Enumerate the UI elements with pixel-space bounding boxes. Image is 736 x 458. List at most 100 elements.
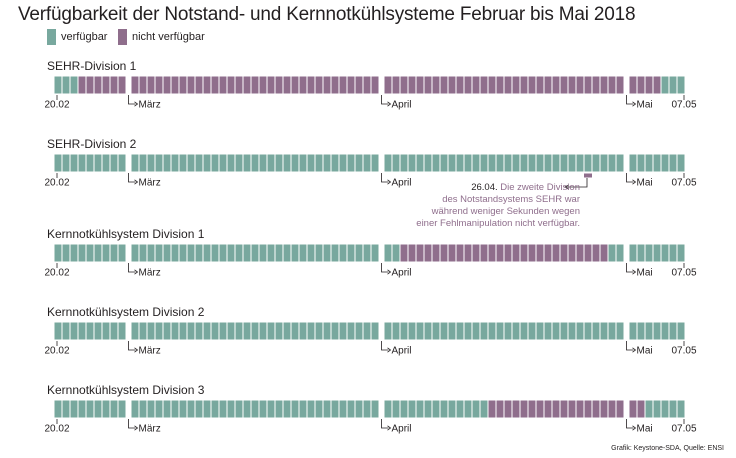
day-cell — [479, 75, 489, 95]
day-cell — [117, 153, 127, 173]
day-cell — [61, 399, 71, 419]
day-cell — [431, 153, 441, 173]
day-cell — [117, 399, 127, 419]
day-cell — [543, 243, 553, 263]
day-cell — [346, 321, 356, 341]
day-cell — [53, 399, 63, 419]
day-cell — [559, 321, 569, 341]
day-cell — [250, 75, 260, 95]
day-cell — [274, 75, 284, 95]
day-cell — [439, 321, 449, 341]
day-cell — [298, 243, 308, 263]
month-arrow — [128, 419, 136, 429]
day-cell — [668, 153, 678, 173]
day-cell — [535, 153, 545, 173]
day-cell — [77, 321, 87, 341]
day-cell — [668, 399, 678, 419]
day-cell — [194, 321, 204, 341]
day-cell — [503, 75, 513, 95]
tick-label-maerz: März — [139, 424, 161, 435]
day-cell — [266, 153, 276, 173]
legend-swatch-unavailable — [118, 29, 127, 45]
day-cell — [250, 153, 260, 173]
tick-label-07-05: 07.05 — [671, 346, 696, 357]
legend-label-available: verfügbar — [61, 31, 108, 43]
day-cell — [495, 153, 505, 173]
month-arrowhead — [632, 425, 637, 431]
day-cell — [535, 75, 545, 95]
day-cell — [218, 243, 228, 263]
month-arrow — [381, 341, 389, 351]
day-cell — [559, 399, 569, 419]
day-cell — [242, 243, 252, 263]
day-cell — [93, 399, 103, 419]
day-cell — [487, 75, 497, 95]
day-cell — [511, 153, 521, 173]
day-cell — [322, 399, 332, 419]
day-cell — [471, 153, 481, 173]
day-cell — [591, 75, 601, 95]
day-cell — [503, 321, 513, 341]
day-cell — [431, 399, 441, 419]
tick-label-mai: Mai — [637, 100, 653, 111]
day-cell — [391, 243, 401, 263]
month-arrow — [626, 263, 634, 273]
day-cell — [644, 399, 654, 419]
day-cell — [346, 75, 356, 95]
day-cell — [61, 321, 71, 341]
day-cell — [290, 75, 300, 95]
day-cell — [298, 153, 308, 173]
day-cell — [383, 75, 393, 95]
day-cell — [194, 75, 204, 95]
day-cell — [463, 243, 473, 263]
day-cell — [69, 399, 79, 419]
month-arrowhead — [134, 347, 139, 353]
day-cell — [218, 399, 228, 419]
day-cell — [463, 321, 473, 341]
legend-item-available: verfügbar — [47, 29, 107, 45]
day-cell — [551, 243, 561, 263]
tick-label-april: April — [392, 424, 412, 435]
day-cell — [234, 75, 244, 95]
day-cell — [146, 153, 156, 173]
day-cell — [399, 321, 409, 341]
day-cell — [234, 243, 244, 263]
day-cell — [101, 321, 111, 341]
day-cell — [61, 153, 71, 173]
day-cell — [226, 399, 236, 419]
day-cell — [383, 321, 393, 341]
day-cell — [109, 153, 119, 173]
day-cell — [130, 243, 140, 263]
day-cell — [551, 399, 561, 419]
day-cell — [455, 399, 465, 419]
day-cell — [391, 153, 401, 173]
day-cell — [551, 321, 561, 341]
day-cell — [399, 243, 409, 263]
day-cell — [599, 321, 609, 341]
row-label-sehr-division-1: SEHR-Division 1 — [47, 59, 137, 73]
day-cell — [383, 399, 393, 419]
day-cell — [242, 399, 252, 419]
day-cell — [607, 321, 617, 341]
day-cell — [258, 75, 268, 95]
day-cell — [519, 75, 529, 95]
day-cell — [85, 243, 95, 263]
day-cell — [599, 399, 609, 419]
legend-label-unavailable: nicht verfügbar — [132, 31, 205, 43]
month-arrow — [381, 95, 389, 105]
month-arrow — [381, 173, 389, 183]
day-cell — [423, 153, 433, 173]
month-arrowhead — [134, 101, 139, 107]
day-cell — [370, 399, 380, 419]
day-cell — [407, 153, 417, 173]
day-cell — [607, 75, 617, 95]
day-cell — [676, 321, 686, 341]
day-cell — [210, 321, 220, 341]
day-cell — [559, 243, 569, 263]
day-cell — [186, 321, 196, 341]
day-cell — [439, 75, 449, 95]
day-cell — [383, 243, 393, 263]
day-cell — [53, 75, 63, 95]
row-label-kernnotkuehlsystem-division-2: Kernnotkühlsystem Division 2 — [47, 305, 205, 319]
day-cell — [178, 399, 188, 419]
